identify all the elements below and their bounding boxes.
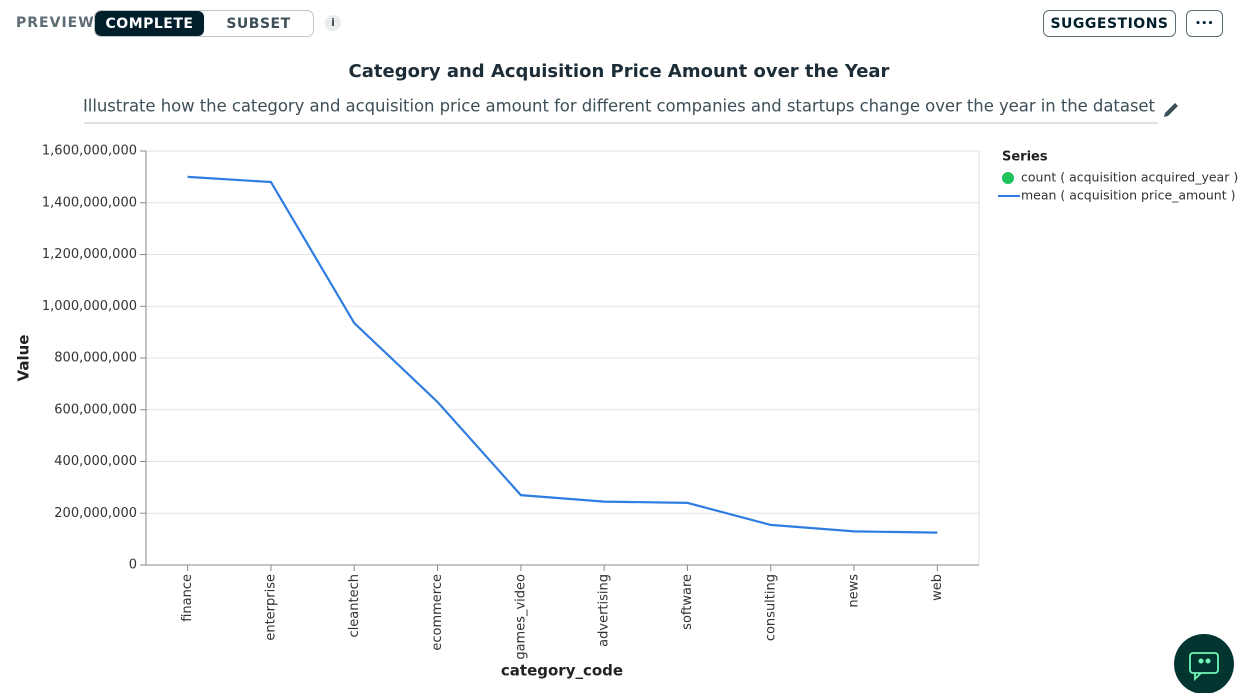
x-tick-label: software [680, 574, 695, 630]
y-tick-label: 800,000,000 [54, 351, 137, 366]
chart-title: Category and Acquisition Price Amount ov… [349, 61, 890, 82]
y-tick-label: 400,000,000 [54, 454, 137, 469]
legend-title: Series [1002, 150, 1048, 165]
info-icon[interactable]: i [325, 15, 341, 31]
preview-label: PREVIEW [16, 15, 95, 31]
y-axis-title: Value [15, 335, 33, 382]
suggestions-button[interactable]: SUGGESTIONS [1043, 10, 1176, 37]
legend-label: count ( acquisition acquired_year ) [1021, 170, 1238, 185]
x-tick-label: consulting [763, 574, 778, 641]
y-tick-label: 1,600,000,000 [42, 144, 137, 159]
x-tick-label: cleantech [347, 574, 362, 637]
x-tick-label: ecommerce [430, 574, 445, 651]
y-tick-label: 200,000,000 [54, 506, 137, 521]
x-tick-label: news [847, 574, 862, 608]
x-tick-label: enterprise [263, 574, 278, 641]
legend-swatch [1002, 172, 1014, 184]
y-tick-label: 600,000,000 [54, 402, 137, 417]
series-line [187, 175, 938, 534]
x-tick-label: web [930, 574, 945, 601]
edit-icon[interactable] [1164, 103, 1178, 117]
x-axis-title: category_code [501, 662, 623, 680]
view-toggle: COMPLETE SUBSET [94, 10, 314, 37]
chart-subtitle: Illustrate how the category and acquisit… [83, 97, 1156, 116]
tab-subset[interactable]: SUBSET [226, 15, 291, 32]
y-tick-label: 0 [129, 558, 137, 573]
x-tick-label: advertising [597, 574, 612, 647]
y-tick-label: 1,000,000,000 [42, 299, 137, 314]
tab-complete[interactable]: COMPLETE [95, 11, 204, 36]
y-tick-label: 1,400,000,000 [42, 195, 137, 210]
legend-label: mean ( acquisition price_amount ) [1021, 188, 1235, 203]
x-tick-label: games_video [513, 574, 528, 660]
x-tick-label: finance [180, 574, 195, 622]
more-button[interactable]: ••• [1186, 10, 1223, 37]
y-tick-label: 1,200,000,000 [42, 247, 137, 262]
chat-button[interactable] [1173, 633, 1235, 693]
